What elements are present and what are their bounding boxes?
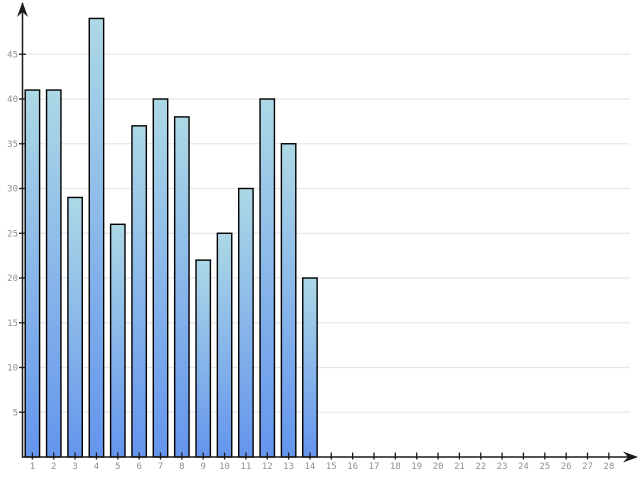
x-tick-label: 10 xyxy=(219,462,230,472)
x-tick-label: 15 xyxy=(326,462,337,472)
x-tick-label: 21 xyxy=(454,462,465,472)
x-tick-label: 3 xyxy=(72,462,77,472)
y-tick-label: 20 xyxy=(7,274,18,284)
bar-11 xyxy=(237,187,254,458)
x-tick-label: 23 xyxy=(497,462,508,472)
x-tick-label: 9 xyxy=(200,462,205,472)
bar-1 xyxy=(24,89,41,458)
x-tick-label: 5 xyxy=(115,462,120,472)
y-tick-label: 15 xyxy=(7,319,18,329)
x-tick-label: 24 xyxy=(518,462,529,472)
x-tick-label: 28 xyxy=(603,462,614,472)
x-tick-label: 6 xyxy=(136,462,141,472)
bar-6 xyxy=(131,125,148,458)
bar-7 xyxy=(152,98,169,458)
x-tick-label: 4 xyxy=(94,462,99,472)
bar-12 xyxy=(259,98,276,458)
x-tick-label: 12 xyxy=(262,462,273,472)
x-tick-label: 1 xyxy=(30,462,35,472)
x-tick-label: 22 xyxy=(475,462,486,472)
x-tick-label: 11 xyxy=(240,462,251,472)
x-axis-arrow-icon xyxy=(623,451,638,463)
x-tick-label: 7 xyxy=(158,462,163,472)
bar-4 xyxy=(88,17,105,458)
bar-8 xyxy=(173,116,190,458)
bar-13 xyxy=(280,143,297,458)
y-tick-label: 45 xyxy=(7,50,18,60)
bar-5 xyxy=(109,223,126,458)
x-tick-label: 19 xyxy=(411,462,422,472)
bar-10 xyxy=(216,232,233,458)
bar-9 xyxy=(195,259,212,458)
x-tick-label: 20 xyxy=(433,462,444,472)
x-tick-label: 14 xyxy=(305,462,316,472)
y-tick-label: 30 xyxy=(7,185,18,195)
x-tick-label: 17 xyxy=(369,462,380,472)
y-tick-label: 25 xyxy=(7,229,18,239)
bar-2 xyxy=(45,89,62,458)
x-tick-label: 2 xyxy=(51,462,56,472)
bar-14 xyxy=(302,277,318,458)
x-tick-label: 18 xyxy=(390,462,401,472)
y-tick-label: 35 xyxy=(7,140,18,150)
x-tick-label: 26 xyxy=(561,462,572,472)
x-tick-label: 25 xyxy=(539,462,550,472)
bar-3 xyxy=(67,196,84,458)
x-tick-label: 8 xyxy=(179,462,184,472)
y-tick-label: 5 xyxy=(13,408,18,418)
x-tick-label: 27 xyxy=(582,462,593,472)
y-tick-label: 40 xyxy=(7,95,18,105)
y-tick-label: 10 xyxy=(7,364,18,374)
x-tick-label: 13 xyxy=(283,462,294,472)
x-tick-label: 16 xyxy=(347,462,358,472)
y-axis-arrow-icon xyxy=(17,2,28,17)
